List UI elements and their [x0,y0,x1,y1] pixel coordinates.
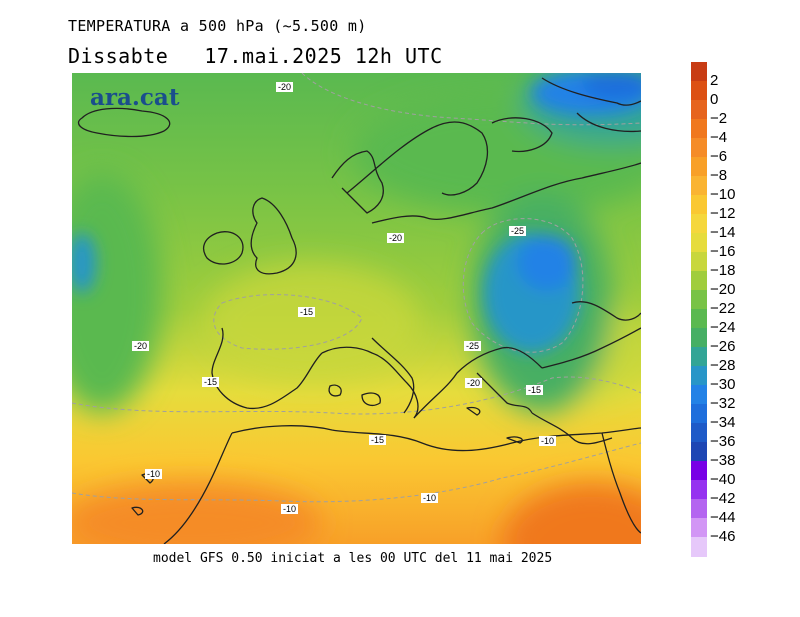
color-scale-tick-label: −26 [710,338,736,355]
color-scale-tick-label: −42 [710,490,736,507]
contour-label: -10 [421,493,439,503]
color-scale-tick-label: −24 [710,319,736,336]
color-scale-tick-label: −22 [710,300,736,317]
color-scale-segment [691,404,707,424]
color-scale-segment [691,271,707,291]
model-info: model GFS 0.50 iniciat a les 00 UTC del … [153,551,553,566]
color-scale-tick-label: −38 [710,452,736,469]
color-scale-segment [691,518,707,538]
color-scale-tick-label: −40 [710,471,736,488]
color-scale-tick-label: −4 [710,129,728,146]
map-title: TEMPERATURA a 500 hPa (~5.500 m) [68,17,367,35]
contour-label: -15 [202,377,220,387]
color-scale-tick-label: −8 [710,167,728,184]
color-scale-bar [691,62,707,557]
color-scale-tick-label: 0 [710,91,719,108]
color-scale-segment [691,309,707,329]
color-scale-segment [691,347,707,367]
color-scale-tick-label: −32 [710,395,736,412]
color-scale-tick-label: 2 [710,72,719,89]
map-day: Dissabte [68,44,169,68]
color-scale-segment [691,461,707,481]
color-scale-segment [691,499,707,519]
color-scale-segment [691,233,707,253]
color-scale-segment [691,480,707,500]
color-scale-segment [691,328,707,348]
contour-label: -10 [539,436,557,446]
color-scale-tick-label: −14 [710,224,736,241]
contour-label: -25 [509,226,527,236]
color-scale-tick-label: −28 [710,357,736,374]
color-scale-segment [691,442,707,462]
contour-label: -10 [145,469,163,479]
color-scale-segment [691,290,707,310]
color-scale-segment [691,176,707,196]
color-scale-tick-label: −2 [710,110,728,127]
contour-label: -20 [465,378,483,388]
contour-label: -20 [387,233,405,243]
map-valid-time: 17.mai.2025 12h UTC [204,44,443,68]
color-scale-segment [691,385,707,405]
contour-label: -20 [132,341,150,351]
color-scale-segment [691,195,707,215]
color-scale-tick-label: −12 [710,205,736,222]
contour-label: -15 [298,307,316,317]
color-scale-tick-label: −44 [710,509,736,526]
color-scale-tick-label: −46 [710,528,736,545]
contour-label: -25 [464,341,482,351]
map-canvas [72,73,641,544]
color-scale-tick-label: −20 [710,281,736,298]
color-scale-segment [691,423,707,443]
color-scale-segment [691,62,707,82]
color-scale-segment [691,252,707,272]
color-scale-tick-label: −18 [710,262,736,279]
ara-cat-logo: ara.cat [90,84,180,111]
color-scale-tick-label: −6 [710,148,728,165]
color-scale-segment [691,366,707,386]
color-scale-segment [691,119,707,139]
color-scale-tick-label: −36 [710,433,736,450]
contour-label: -20 [276,82,294,92]
color-scale-segment [691,81,707,101]
color-scale-tick-label: −30 [710,376,736,393]
color-scale-tick-label: −16 [710,243,736,260]
contour-label: -15 [369,435,387,445]
color-scale-segment [691,100,707,120]
color-scale-tick-label: −10 [710,186,736,203]
color-scale-segment [691,157,707,177]
color-scale-segment [691,537,707,557]
contour-label: -10 [281,504,299,514]
map-datetime: Dissabte 17.mai.2025 12h UTC [68,44,443,68]
color-scale-segment [691,214,707,234]
temperature-map [72,73,641,544]
color-scale-segment [691,138,707,158]
contour-label: -15 [526,385,544,395]
color-scale-tick-label: −34 [710,414,736,431]
